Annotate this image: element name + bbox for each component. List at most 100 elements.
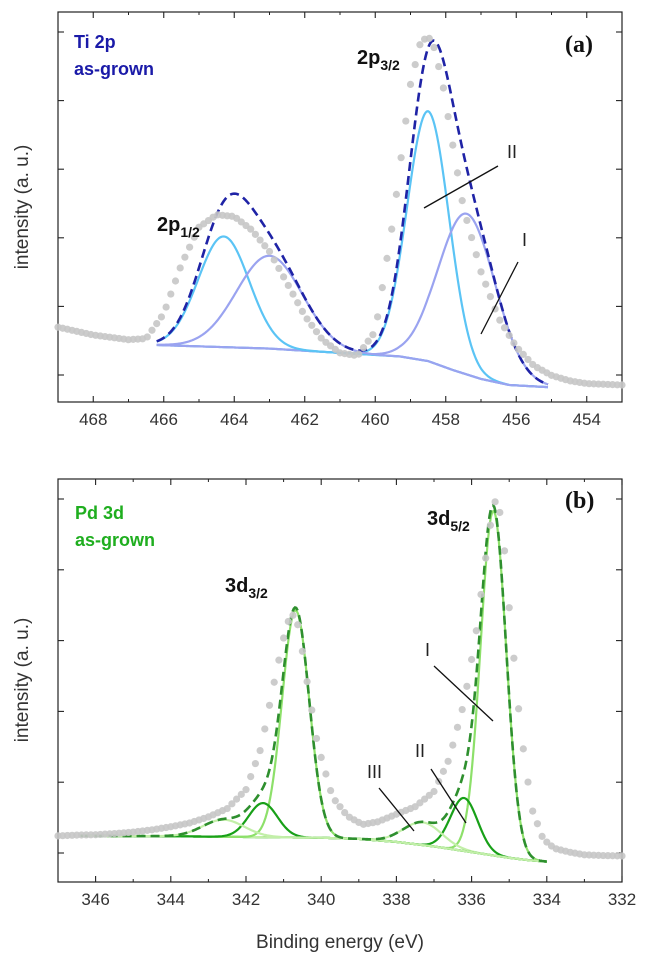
data-point	[482, 280, 490, 288]
peak-label-subscript: 3/2	[248, 585, 268, 601]
data-point	[294, 299, 302, 307]
peak-label-main: 3d	[225, 575, 248, 597]
data-point	[369, 331, 377, 339]
component-peak-a-1	[156, 109, 549, 389]
data-point	[477, 590, 485, 599]
data-point	[275, 264, 283, 273]
data-point	[486, 292, 494, 301]
data-point	[519, 745, 527, 753]
data-point	[397, 154, 405, 162]
data-point	[496, 316, 504, 324]
data-point	[312, 328, 321, 336]
data-point	[331, 797, 339, 805]
component-label-a-1: II	[507, 142, 517, 162]
x-tick-label: 346	[81, 890, 109, 909]
data-point	[317, 753, 325, 762]
data-point	[524, 355, 532, 364]
data-point	[510, 654, 518, 662]
data-point	[505, 604, 513, 612]
component-leader-b-1	[433, 665, 494, 722]
data-point	[176, 264, 184, 272]
data-point	[233, 795, 241, 803]
data-point	[430, 43, 438, 52]
fit-envelope-b	[80, 503, 547, 863]
data-point	[486, 521, 494, 529]
component-peak-b-6	[80, 818, 547, 863]
fit-envelope-a	[156, 39, 549, 386]
data-point	[468, 655, 476, 664]
component-label-b-1: I	[425, 640, 430, 660]
panel-tag-a: (a)	[565, 32, 593, 58]
data-point	[402, 117, 410, 125]
data-point	[439, 84, 447, 92]
data-point	[458, 705, 466, 714]
data-point	[303, 315, 311, 323]
data-point	[308, 321, 316, 329]
data-point	[439, 767, 447, 775]
data-point	[500, 547, 509, 555]
data-point	[378, 284, 386, 292]
x-tick-label: 466	[150, 410, 178, 429]
data-point	[458, 197, 466, 205]
data-point	[524, 778, 532, 786]
data-point	[515, 705, 523, 713]
data-point	[251, 759, 259, 768]
data-point	[529, 807, 537, 815]
data-point	[533, 820, 542, 828]
data-point	[265, 247, 274, 256]
data-point	[275, 656, 283, 664]
data-point	[247, 225, 255, 233]
x-tick-label: 468	[79, 410, 107, 429]
data-point	[280, 634, 288, 642]
data-point	[223, 804, 231, 813]
x-axis-a: 468 466 464 462 460 458 456 454	[57, 12, 623, 429]
x-tick-label: 456	[502, 410, 530, 429]
data-point	[383, 254, 391, 262]
y-axis-title-a: intensity (a. u.)	[12, 145, 33, 270]
data-point	[261, 725, 269, 733]
data-point	[500, 324, 509, 332]
data-point	[284, 281, 292, 290]
data-point	[392, 190, 400, 198]
data-point	[482, 554, 490, 562]
data-point	[468, 233, 476, 242]
data-point	[143, 333, 151, 341]
data-point	[472, 627, 480, 635]
data-point	[242, 786, 250, 794]
x-tick-label: 344	[157, 890, 185, 909]
data-point	[284, 617, 292, 626]
component-leader-b-3	[430, 768, 467, 824]
data-point	[181, 253, 189, 261]
data-point	[153, 320, 161, 328]
peak-label-a-2: 2p3/2	[357, 47, 400, 73]
data-point	[317, 334, 325, 342]
data-point	[355, 350, 363, 358]
data-point	[444, 112, 452, 121]
corner-label-a-1: Ti 2p	[74, 32, 116, 52]
panel-b-pd-3d: 346 344 342 340 338 336 334 332 intensity (a. u.…	[12, 478, 636, 953]
peak-label-main: 2p	[357, 47, 380, 69]
peak-label-subscript: 5/2	[450, 518, 470, 534]
panel-a-ti-2p: 468 466 464 462 460 458 456 454 intensity (a. u.…	[12, 11, 626, 429]
peak-label-b-1: 3d3/2	[225, 575, 268, 601]
data-point	[453, 723, 462, 731]
data-point	[171, 277, 180, 285]
component-peak-b-4	[80, 609, 547, 863]
data-point	[190, 233, 198, 241]
data-point	[538, 832, 546, 840]
plot-frame-b	[57, 478, 623, 883]
x-tick-label: 462	[291, 410, 319, 429]
component-peak-b-1	[80, 509, 547, 863]
peak-label-subscript: 1/2	[180, 224, 200, 240]
x-tick-label: 336	[457, 890, 485, 909]
x-tick-label: 342	[232, 890, 260, 909]
data-point	[270, 256, 278, 264]
x-axis-title: Binding energy (eV)	[256, 932, 424, 953]
data-point	[374, 313, 382, 321]
x-tick-label: 464	[220, 410, 248, 429]
data-point	[463, 216, 471, 225]
data-point	[364, 337, 372, 345]
data-point	[162, 303, 170, 311]
data-point	[618, 852, 626, 860]
